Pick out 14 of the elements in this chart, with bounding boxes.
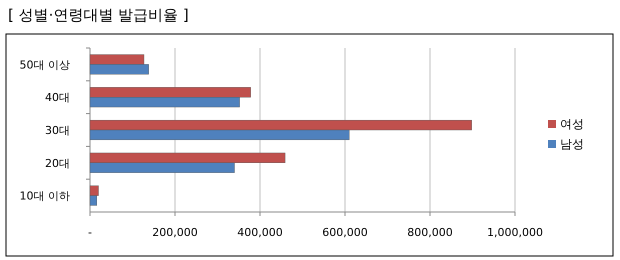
x-tick-label: 400,000 xyxy=(237,226,283,239)
y-tick-label: 20대 xyxy=(45,156,70,170)
chart-title: [ 성별·연령대별 발급비율 ] xyxy=(8,6,189,24)
x-tick-label: 800,000 xyxy=(407,226,453,239)
y-tick-label: 30대 xyxy=(45,124,70,137)
x-tick-label: 200,000 xyxy=(152,226,198,239)
y-tick-label: 50대 이상 xyxy=(20,58,70,72)
legend-label: 남성 xyxy=(560,137,584,151)
x-tick-label: - xyxy=(88,226,92,239)
x-tick-label: 1,000,000 xyxy=(487,226,543,239)
legend-label: 여성 xyxy=(560,117,584,131)
y-tick-label: 10대 이하 xyxy=(20,190,70,203)
x-tick-label: 600,000 xyxy=(322,226,368,239)
y-tick-label: 40대 xyxy=(45,91,70,104)
